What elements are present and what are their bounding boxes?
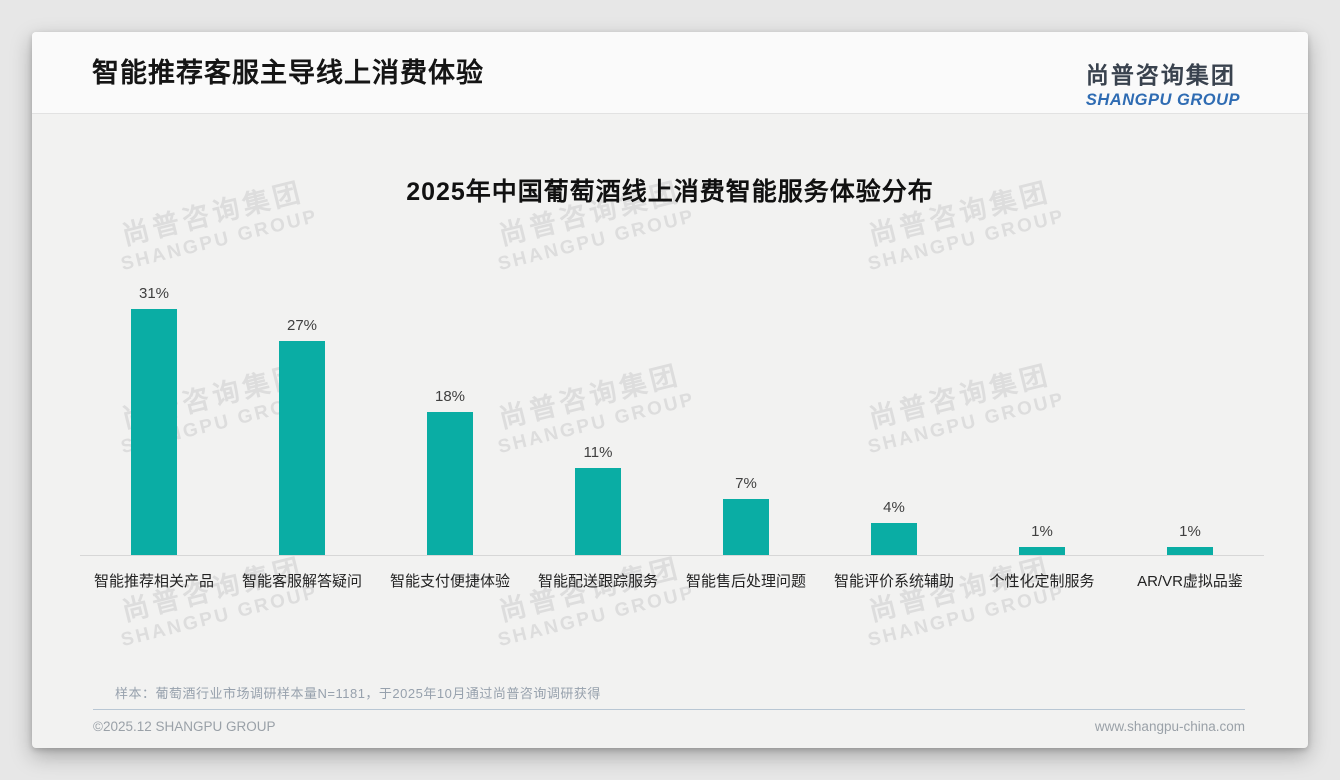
category-labels-row: 智能推荐相关产品 智能客服解答疑问 智能支付便捷体验 智能配送跟踪服务 智能售后处理问题… (80, 556, 1264, 591)
bar-column: 4% (820, 277, 968, 555)
brand-logo-cn: 尚普咨询集团 (1085, 62, 1236, 88)
slide-card: 尚普咨询集团 SHANGPU GROUP 尚普咨询集团 SHANGPU GROUP 尚普… (32, 32, 1308, 748)
bar-column: 11% (524, 277, 672, 555)
bar-chart: 31% 27% 18% 11% 7% 4% 1% 1% 智能推荐相关产品 智能客服解答疑问 智能支… (80, 277, 1264, 591)
bar-value-label: 27% (286, 317, 318, 334)
brand-logo: 尚普咨询集团 SHANGPU GROUP (1086, 56, 1240, 110)
chart-area: 2025年中国葡萄酒线上消费智能服务体验分布 31% 27% 18% 11% 7% 4% 1… (32, 32, 1308, 748)
bar (427, 412, 473, 555)
slide-footer: ©2025.12 SHANGPU GROUP www.shangpu-china… (93, 709, 1245, 734)
bar-column: 18% (376, 277, 524, 555)
sample-note: 样本：葡萄酒行业市场调研样本量N=1181，于2025年10月通过尚普咨询调研获… (115, 686, 601, 701)
bar-value-label: 7% (735, 475, 757, 492)
bar-column: 27% (228, 277, 376, 555)
category-label: 智能客服解答疑问 (241, 573, 362, 590)
bar (1167, 547, 1213, 555)
slide-header: 智能推荐客服主导线上消费体验 尚普咨询集团 SHANGPU GROUP (32, 32, 1308, 114)
bar (279, 341, 325, 555)
bar-value-label: 31% (138, 285, 170, 302)
chart-title: 2025年中国葡萄酒线上消费智能服务体验分布 (406, 178, 934, 206)
bar-value-label: 4% (883, 499, 905, 516)
category-label: AR/VR虚拟品鉴 (1137, 573, 1243, 590)
x-axis-line (80, 555, 1264, 556)
category-label: 智能配送跟踪服务 (537, 573, 658, 590)
bar (871, 523, 917, 555)
bar (1019, 547, 1065, 555)
bar (575, 468, 621, 555)
category-label: 智能支付便捷体验 (389, 573, 510, 590)
bars-row: 31% 27% 18% 11% 7% 4% 1% 1% (80, 277, 1264, 555)
category-label: 智能推荐相关产品 (93, 573, 214, 590)
bar (131, 309, 177, 555)
bar-value-label: 18% (434, 388, 466, 405)
website-url: www.shangpu-china.com (1094, 719, 1245, 734)
bar-column: 1% (1116, 277, 1264, 555)
bar (723, 499, 769, 555)
category-label: 个性化定制服务 (989, 573, 1095, 590)
bar-value-label: 1% (1031, 523, 1053, 540)
bar-value-label: 1% (1179, 523, 1201, 540)
category-label: 智能评价系统辅助 (833, 573, 954, 590)
category-label: 智能售后处理问题 (685, 573, 806, 590)
page-title: 智能推荐客服主导线上消费体验 (92, 58, 484, 88)
bar-value-label: 11% (583, 444, 613, 461)
bar-column: 31% (80, 277, 228, 555)
copyright-text: ©2025.12 SHANGPU GROUP (93, 719, 276, 734)
brand-logo-en: SHANGPU GROUP (1085, 91, 1240, 109)
bar-column: 1% (968, 277, 1116, 555)
bar-column: 7% (672, 277, 820, 555)
